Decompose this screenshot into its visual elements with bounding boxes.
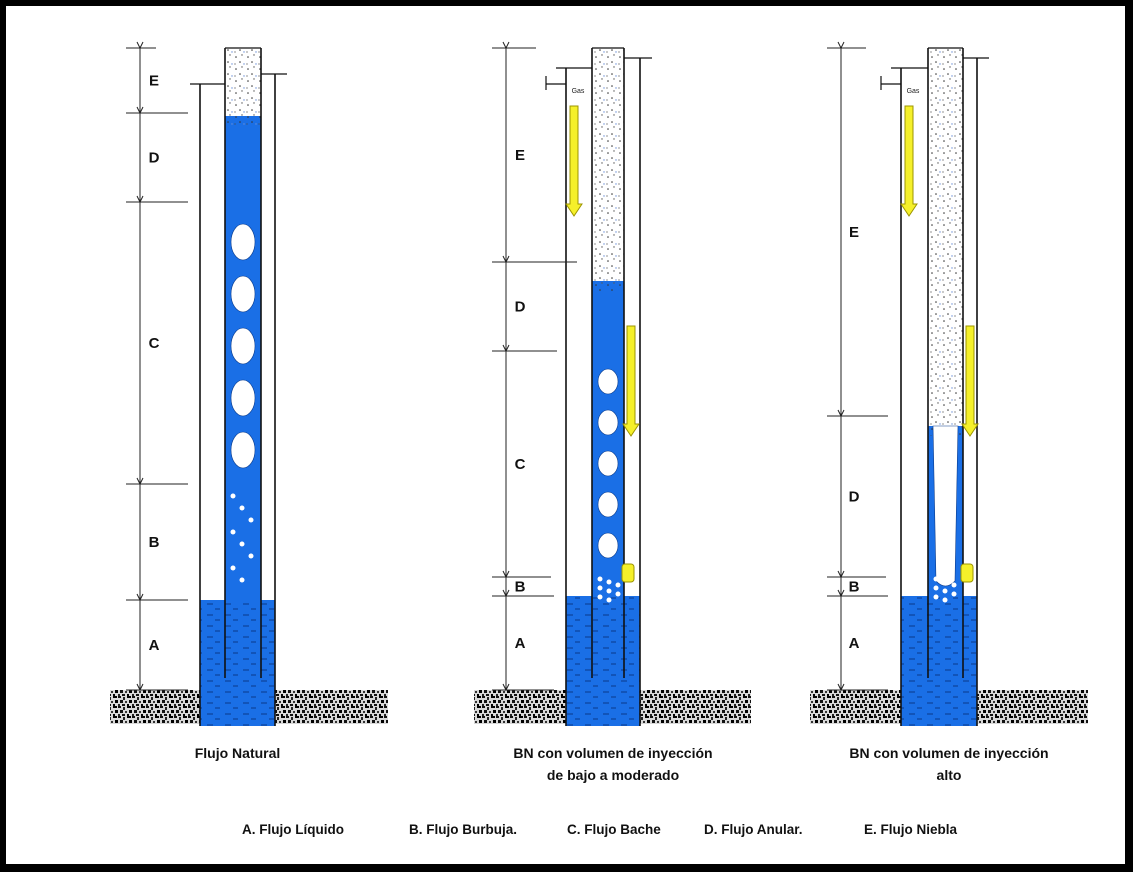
dimension-arrowhead [837, 683, 845, 692]
gas-slug [230, 431, 256, 469]
dimension-arrowhead [136, 41, 144, 50]
zone-label-e: E [149, 73, 159, 90]
panel-3: E D B A Gas [810, 41, 1088, 726]
flow-regimes-diagram: E D C B A E D C B A Gas E D B A Gas Flujo Natural BN con… [110, 41, 1088, 837]
gas-bubble [942, 597, 948, 603]
gas-bubble [597, 594, 603, 600]
zone-label-a: A [515, 635, 526, 652]
gas-label: Gas [907, 88, 920, 95]
zone-label-b: B [149, 534, 160, 551]
gas-label: Gas [572, 88, 585, 95]
caption-panel-2-line-2: de bajo a moderado [547, 767, 679, 783]
gas-bubble [942, 588, 948, 594]
gas-slug [230, 223, 256, 261]
gas-slug [597, 409, 619, 436]
gas-slug [597, 532, 619, 559]
gas-bubble [597, 585, 603, 591]
gas-flow-arrow [622, 325, 640, 437]
zone-label-e: E [849, 224, 859, 241]
dimension-arrowhead [837, 570, 845, 579]
dimension-arrowhead [837, 41, 845, 50]
zone-label-c: C [515, 456, 526, 473]
gas-bubble [230, 493, 236, 499]
zone-label-b: B [849, 579, 860, 596]
gas-flow-arrow [900, 105, 918, 217]
diagram-frame: E D C B A E D C B A Gas E D B A Gas Flujo Natural BN con… [6, 6, 1125, 864]
gas-slug [230, 275, 256, 313]
zone-label-e: E [515, 147, 525, 164]
annular-gas-core [932, 425, 959, 587]
gas-slug [230, 379, 256, 417]
panel-1: E D C B A [110, 41, 388, 726]
gas-lift-valve [960, 563, 974, 583]
dimension-arrowhead [136, 477, 144, 486]
gas-bubble [615, 582, 621, 588]
zone-label-d: D [515, 299, 526, 316]
gas-bubble [951, 591, 957, 597]
zone-label-b: B [515, 579, 526, 596]
gas-bubble [248, 517, 254, 523]
zone-label-c: C [149, 335, 160, 352]
gas-slug [597, 491, 619, 518]
liquid-pool-texture [901, 596, 977, 726]
dimension-arrowhead [502, 589, 510, 598]
mist-region [592, 48, 624, 291]
dimension-arrowhead [837, 589, 845, 598]
gas-bubble [942, 579, 948, 585]
gas-bubble [239, 541, 245, 547]
gas-bubble [933, 594, 939, 600]
dimension-arrowhead [136, 683, 144, 692]
zone-label-a: A [849, 635, 860, 652]
gas-bubble [239, 505, 245, 511]
gas-bubble [230, 529, 236, 535]
legend-item-4: D. Flujo Anular. [704, 822, 803, 837]
legend-item-5: E. Flujo Niebla [864, 822, 958, 837]
legend-item-3: C. Flujo Bache [567, 822, 661, 837]
gas-flow-arrow [565, 105, 583, 217]
gas-bubble [248, 553, 254, 559]
gas-bubble [933, 585, 939, 591]
dimension-arrowhead [136, 195, 144, 204]
legend-item-2: B. Flujo Burbuja. [409, 822, 517, 837]
dimension-arrowhead [136, 106, 144, 115]
liquid-pool-texture [200, 600, 275, 726]
caption-panel-3-line-2: alto [937, 767, 962, 783]
legend-item-1: A. Flujo Líquido [242, 822, 344, 837]
dimension-arrowhead [502, 255, 510, 264]
zone-label-d: D [849, 489, 860, 506]
dimension-arrowhead [502, 683, 510, 692]
dimension-arrowhead [502, 41, 510, 50]
dimension-arrowhead [502, 570, 510, 579]
gas-flow-arrow [961, 325, 979, 437]
caption-panel-1-line-1: Flujo Natural [195, 745, 281, 761]
panel-2: E D C B A Gas [474, 41, 751, 726]
liquid-pool-texture [566, 596, 640, 726]
gas-slug [597, 450, 619, 477]
zone-label-a: A [149, 637, 160, 654]
gas-lift-valve [621, 563, 635, 583]
gas-bubble [597, 576, 603, 582]
dimension-arrowhead [136, 593, 144, 602]
gas-bubble [606, 588, 612, 594]
gas-slug [230, 327, 256, 365]
gas-bubble [951, 582, 957, 588]
mist-region [225, 48, 261, 126]
dimension-arrowhead [502, 344, 510, 353]
gas-bubble [606, 597, 612, 603]
caption-panel-3-line-1: BN con volumen de inyección [849, 745, 1048, 761]
gas-bubble [615, 591, 621, 597]
gas-slug [597, 368, 619, 395]
gas-bubble [606, 579, 612, 585]
gas-bubble [933, 576, 939, 582]
gas-bubble [239, 577, 245, 583]
dimension-arrowhead [837, 409, 845, 418]
gas-bubble [230, 565, 236, 571]
mist-region [928, 48, 963, 436]
zone-label-d: D [149, 150, 160, 167]
caption-panel-2-line-1: BN con volumen de inyección [513, 745, 712, 761]
